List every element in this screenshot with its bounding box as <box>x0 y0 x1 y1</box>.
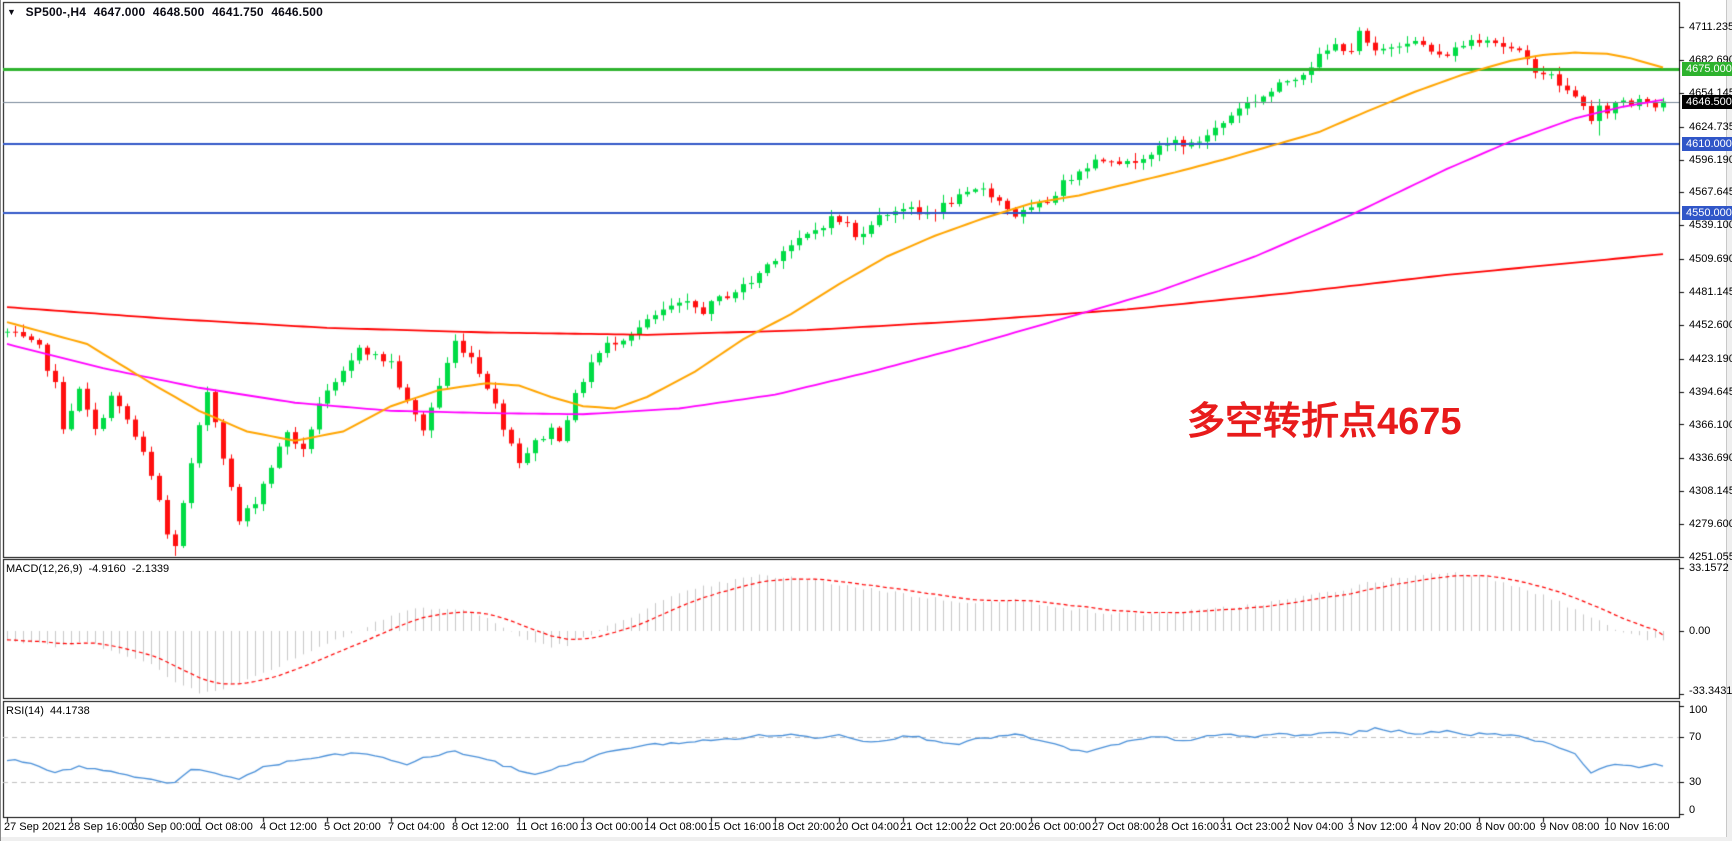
time-axis-label: 18 Oct 20:00 <box>772 821 835 833</box>
window-right-edge <box>1726 0 1732 841</box>
price-axis-label: 4251.055 <box>1689 551 1732 563</box>
time-axis-label: 28 Sep 16:00 <box>68 821 134 833</box>
time-axis-label: 3 Nov 12:00 <box>1348 821 1408 833</box>
price-axis-label: 4452.600 <box>1689 318 1732 331</box>
time-axis-label: 28 Oct 16:00 <box>1156 821 1219 833</box>
price-axis-label: 4308.145 <box>1689 485 1732 498</box>
time-axis-label: 4 Oct 12:00 <box>260 821 317 833</box>
macd-indicator-label: MACD(12,26,9) -4.9160 -2.1339 <box>6 563 172 575</box>
rsi-scale-label: 70 <box>1689 731 1702 743</box>
time-axis-label: 31 Oct 23:00 <box>1220 821 1283 833</box>
rsi-title-text: RSI(14) <box>6 705 44 717</box>
symbol-timeframe-label: SP500-,H4 <box>25 5 87 19</box>
price-axis-label: 4624.735 <box>1689 120 1732 133</box>
rsi-scale-label: 100 <box>1689 704 1708 716</box>
time-axis-label: 1 Oct 08:00 <box>196 821 253 833</box>
time-axis-label: 14 Oct 08:00 <box>644 821 707 833</box>
price-axis-label: 4366.100 <box>1689 418 1732 431</box>
collapse-icon[interactable]: ▼ <box>7 7 17 17</box>
time-axis-label: 11 Oct 16:00 <box>516 821 579 833</box>
macd-main-value: -4.9160 <box>88 563 126 575</box>
time-axis-label: 22 Oct 20:00 <box>964 821 1027 833</box>
time-axis-label: 27 Sep 2021 <box>4 821 67 833</box>
price-level-badge[interactable]: 4610.000 <box>1682 136 1732 151</box>
price-axis-label: 4423.190 <box>1689 352 1732 365</box>
time-axis-label: 5 Oct 20:00 <box>324 821 381 833</box>
ohlc-low-value: 4641.750 <box>212 5 264 19</box>
annotation-text: 多空转折点4675 <box>1187 401 1462 443</box>
time-axis-label: 8 Nov 00:00 <box>1476 821 1536 833</box>
rsi-value: 44.1738 <box>49 705 90 717</box>
time-axis-label: 15 Oct 16:00 <box>708 821 771 833</box>
time-axis-label: 21 Oct 12:00 <box>900 821 963 833</box>
price-axis-label: 4539.100 <box>1689 219 1732 232</box>
rsi-scale-label: 30 <box>1689 776 1702 788</box>
time-axis-label: 7 Oct 04:00 <box>388 821 445 833</box>
window-bottom-edge <box>1 837 1732 841</box>
chart-header: ▼ SP500-,H4 4647.000 4648.500 4641.750 4… <box>7 5 327 19</box>
time-axis-label: 20 Oct 04:00 <box>836 821 899 833</box>
price-axis-label: 4279.600 <box>1689 518 1732 531</box>
rsi-scale-label: 0 <box>1689 804 1696 816</box>
time-axis-label: 8 Oct 12:00 <box>452 821 509 833</box>
price-axis-label: 4567.645 <box>1689 186 1732 199</box>
macd-signal-value: -2.1339 <box>131 563 170 575</box>
time-axis-label: 26 Oct 00:00 <box>1028 821 1091 833</box>
macd-scale-label: -33.3431 <box>1689 685 1732 697</box>
macd-scale-label: 33.1572 <box>1689 562 1729 574</box>
ohlc-high-value: 4648.500 <box>152 5 205 19</box>
price-axis-label: 4394.645 <box>1689 385 1732 398</box>
price-axis-label: 4509.690 <box>1689 253 1732 266</box>
time-axis-label: 10 Nov 16:00 <box>1604 821 1670 833</box>
price-axis-label: 4711.235 <box>1689 21 1732 33</box>
price-axis-label: 4336.690 <box>1689 452 1732 465</box>
rsi-indicator-label: RSI(14) 44.1738 <box>6 705 93 717</box>
current-price-badge: 4646.500 <box>1682 94 1732 109</box>
time-axis-label: 2 Nov 04:00 <box>1284 821 1344 833</box>
macd-title-text: MACD(12,26,9) <box>6 563 83 575</box>
time-axis-label: 13 Oct 00:00 <box>580 821 643 833</box>
macd-scale-label: 0.00 <box>1689 625 1711 637</box>
time-axis-label: 30 Sep 00:00 <box>132 821 198 833</box>
ohlc-open-value: 4647.000 <box>93 5 146 19</box>
price-axis-label: 4481.145 <box>1689 286 1732 298</box>
ohlc-close-value: 4646.500 <box>271 5 323 19</box>
time-axis-label: 4 Nov 20:00 <box>1412 821 1472 833</box>
time-axis-label: 27 Oct 08:00 <box>1092 821 1155 833</box>
time-axis-label: 9 Nov 08:00 <box>1540 821 1600 833</box>
price-level-badge[interactable]: 4550.000 <box>1682 205 1732 220</box>
price-level-badge[interactable]: 4675.000 <box>1682 61 1732 76</box>
price-axis-label: 4596.190 <box>1689 153 1732 166</box>
